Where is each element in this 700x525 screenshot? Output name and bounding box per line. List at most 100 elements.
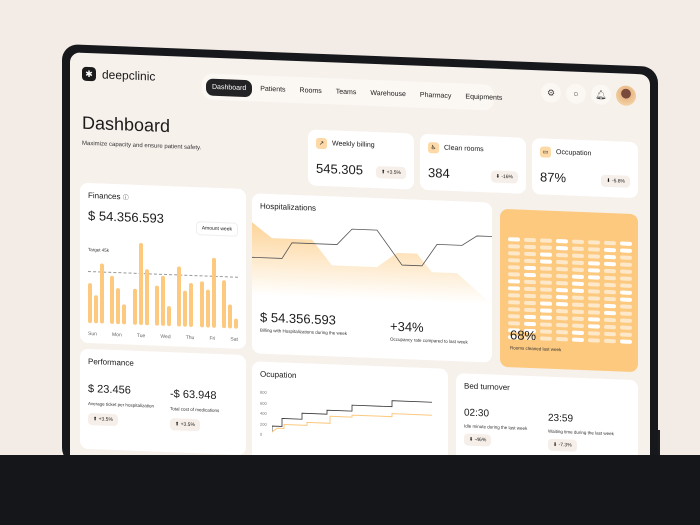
nav-patients[interactable]: Patients: [260, 85, 286, 94]
bar[interactable]: [144, 269, 149, 326]
bar[interactable]: [138, 242, 143, 326]
room-cell: [556, 238, 568, 244]
room-cell: [524, 314, 536, 320]
bar[interactable]: [205, 289, 210, 328]
info-icon[interactable]: ⓘ: [122, 195, 129, 202]
nav-pharmacy[interactable]: Pharmacy: [419, 91, 452, 100]
med-cost-value: -$ 63.948: [170, 388, 217, 402]
nav-rooms[interactable]: Rooms: [299, 86, 322, 95]
room-cell: [540, 329, 552, 334]
kpi-weekly-billing[interactable]: ↗ Weekly billing 545.305 ⬆ +3.5%: [308, 129, 414, 190]
bar[interactable]: [183, 290, 188, 327]
room-cell: [620, 241, 632, 246]
rooms-cleaned-card: 68% Rooms cleaned last week: [500, 208, 638, 373]
bar[interactable]: [160, 275, 165, 326]
room-cell: [508, 314, 520, 319]
bar[interactable]: [110, 275, 115, 325]
room-cell: [604, 331, 616, 337]
y-tick: 400: [260, 410, 267, 416]
room-cell: [508, 300, 520, 305]
bell-icon[interactable]: 🔔︎: [591, 84, 611, 106]
room-cell: [524, 300, 536, 306]
range-select[interactable]: Amount week: [195, 221, 238, 237]
kpi-label: Clean rooms: [444, 144, 484, 154]
bar[interactable]: [154, 285, 159, 326]
bar[interactable]: [221, 280, 226, 329]
room-cell: [524, 251, 536, 257]
room-cell: [508, 279, 520, 284]
bar[interactable]: [233, 318, 238, 329]
bar[interactable]: [122, 304, 127, 325]
bar-group: [132, 242, 149, 326]
page-subtitle: Maximize capacity and ensure patient saf…: [82, 140, 202, 152]
room-cell: [620, 262, 632, 267]
room-cell: [524, 321, 536, 327]
nav-equipments[interactable]: Equipments: [465, 92, 503, 102]
room-cell: [508, 307, 520, 312]
room-cell: [524, 258, 536, 264]
bar[interactable]: [116, 288, 121, 325]
bar[interactable]: [100, 263, 104, 324]
room-cell: [572, 260, 584, 266]
ocupation-step-chart: [272, 400, 432, 433]
rate-caption: Occupancy rate compared to last week: [390, 336, 468, 345]
room-cell: [588, 247, 600, 252]
bar[interactable]: [189, 282, 194, 328]
bar[interactable]: [94, 295, 98, 324]
nav-teams[interactable]: Teams: [335, 88, 357, 96]
room-cell: [556, 287, 568, 293]
room-cell: [604, 282, 616, 288]
bar[interactable]: [227, 304, 232, 329]
room-cell: [620, 318, 632, 323]
bar[interactable]: [88, 282, 92, 324]
finances-card: Finances ⓘ $ 54.356.593 Amount week Targ…: [80, 182, 246, 350]
nav-warehouse[interactable]: Warehouse: [370, 89, 406, 98]
gear-icon[interactable]: ⚙: [541, 82, 561, 104]
med-cost-caption: Total cost of medications: [170, 406, 220, 414]
room-cell: [604, 275, 616, 281]
kpi-clean-rooms[interactable]: ♿︎ Clean rooms 384 ⬇ -16%: [420, 133, 526, 194]
room-cell: [508, 293, 520, 298]
avatar[interactable]: [616, 85, 636, 107]
bar[interactable]: [166, 306, 171, 327]
room-cell: [572, 337, 584, 343]
room-cell: [572, 288, 584, 294]
kpi-label: Occupation: [556, 148, 592, 158]
room-cell: [620, 304, 632, 309]
laptop-frame: ✱ deepclinic Dashboard Patients Rooms Tea…: [62, 44, 658, 487]
kpi-occupation[interactable]: ▭ Occupation 87% ⬇ -5.8%: [532, 138, 638, 199]
screen: ✱ deepclinic Dashboard Patients Rooms Tea…: [70, 52, 650, 487]
bar[interactable]: [177, 266, 182, 327]
room-cell: [604, 247, 616, 253]
bar-group: [177, 266, 194, 328]
bed-icon: ▭: [540, 146, 551, 158]
delta-badge: ⬇ -16%: [490, 170, 518, 184]
room-cell: [524, 279, 536, 285]
card-title: Bed turnover: [464, 381, 510, 393]
room-cell: [540, 301, 552, 306]
cleaning-icon: ♿︎: [428, 142, 439, 154]
delta-badge: ⬆ +3.5%: [88, 412, 118, 427]
nav-dashboard[interactable]: Dashboard: [206, 78, 253, 97]
room-cell: [556, 336, 568, 342]
room-cell: [524, 237, 536, 243]
bar[interactable]: [199, 281, 204, 328]
room-cell: [556, 322, 568, 328]
room-cell: [572, 323, 584, 329]
bar[interactable]: [211, 257, 216, 328]
room-cell: [604, 254, 616, 260]
bar[interactable]: [132, 288, 137, 325]
logo[interactable]: ✱ deepclinic: [82, 66, 155, 84]
room-cell: [540, 294, 552, 299]
room-cell: [588, 275, 600, 280]
room-cell: [540, 287, 552, 292]
room-cell: [620, 255, 632, 260]
chat-icon[interactable]: ○: [566, 83, 586, 105]
room-cell: [540, 259, 552, 264]
card-title: Finances: [88, 190, 121, 202]
room-cell: [508, 251, 520, 256]
laptop-base: [0, 455, 700, 525]
room-cell: [540, 245, 552, 250]
delta-badge: ⬆ +3.5%: [170, 418, 200, 432]
room-cell: [620, 290, 632, 295]
